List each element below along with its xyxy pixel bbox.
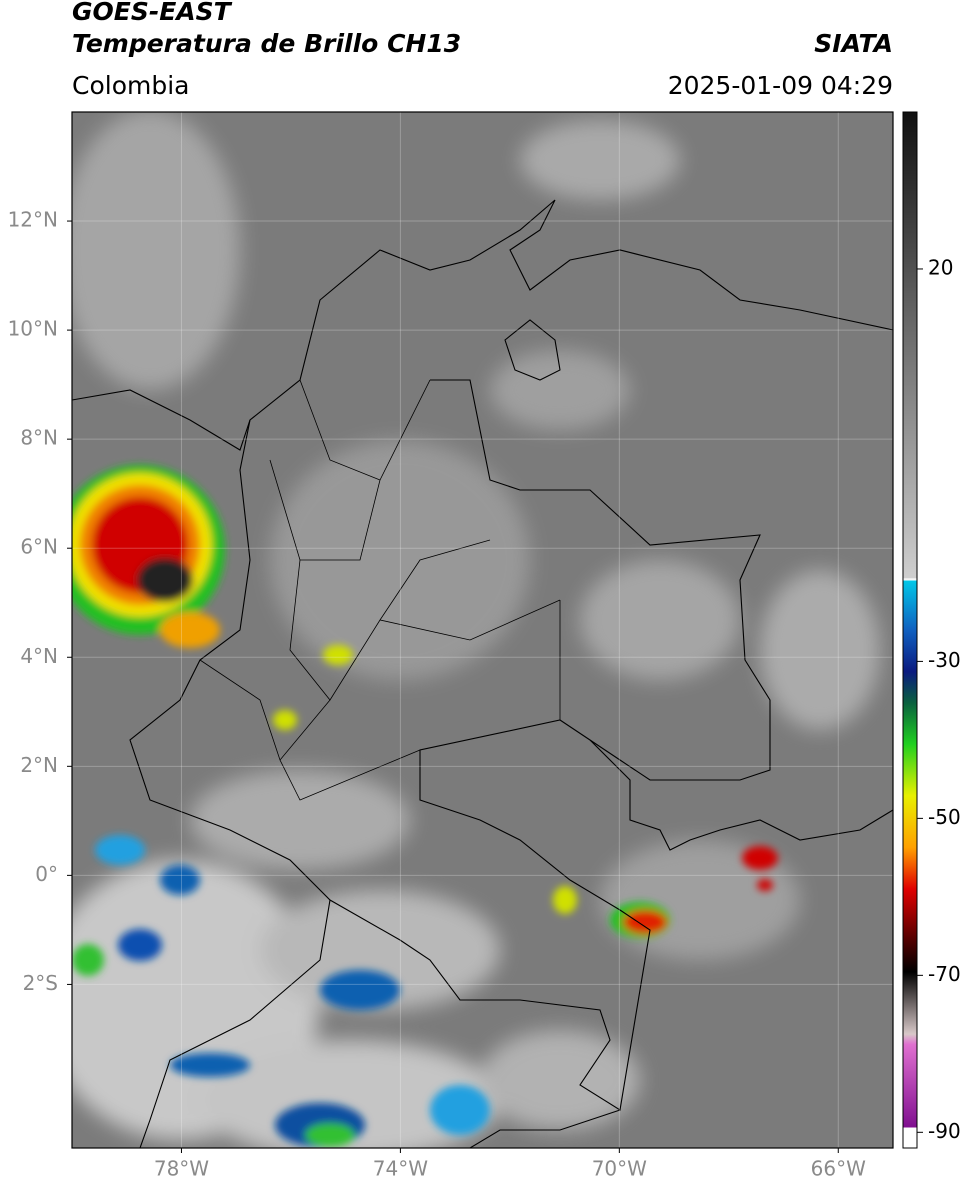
datetime: 2025-01-09 04:29: [668, 71, 893, 100]
lat-tick-label: 2°S: [23, 971, 58, 995]
colombia-border: [129, 379, 771, 1111]
lat-tick-label: 4°N: [20, 644, 58, 668]
colorbar: [902, 111, 918, 1149]
colorbar-tick-label: -30: [928, 648, 961, 672]
colorbar-tick-label: -90: [928, 1119, 961, 1143]
satellite-image: [72, 112, 893, 1148]
lon-tick-label: 66°W: [811, 1157, 866, 1181]
colorbar-tick-label: -70: [928, 962, 961, 986]
colorbar-tick-label: -50: [928, 805, 961, 829]
venezuela-brazil-border: [589, 739, 893, 851]
lake-maracaibo: [504, 319, 561, 381]
subtitle: Temperatura de Brillo CH13: [72, 29, 461, 58]
lat-tick-label: 10°N: [8, 317, 58, 341]
lon-tick-label: 74°W: [373, 1157, 428, 1181]
lat-tick-label: 2°N: [20, 753, 58, 777]
colorbar-tick-label: 20: [928, 255, 953, 279]
region: Colombia: [72, 71, 189, 100]
ecuador-peru-border: [139, 899, 331, 1148]
title: GOES-EAST: [72, 0, 233, 26]
map-frame: [71, 111, 894, 1149]
source: SIATA: [814, 29, 893, 58]
lat-tick-label: 12°N: [8, 208, 58, 232]
lat-tick-label: 6°N: [20, 535, 58, 559]
lat-tick-label: 0°: [35, 862, 58, 886]
department-borders: [199, 379, 561, 801]
lon-tick-label: 70°W: [592, 1157, 647, 1181]
peru-brazil-border: [469, 1109, 621, 1148]
lat-tick-label: 8°N: [20, 426, 58, 450]
lon-tick-label: 78°W: [154, 1157, 209, 1181]
coastline: [72, 199, 893, 451]
